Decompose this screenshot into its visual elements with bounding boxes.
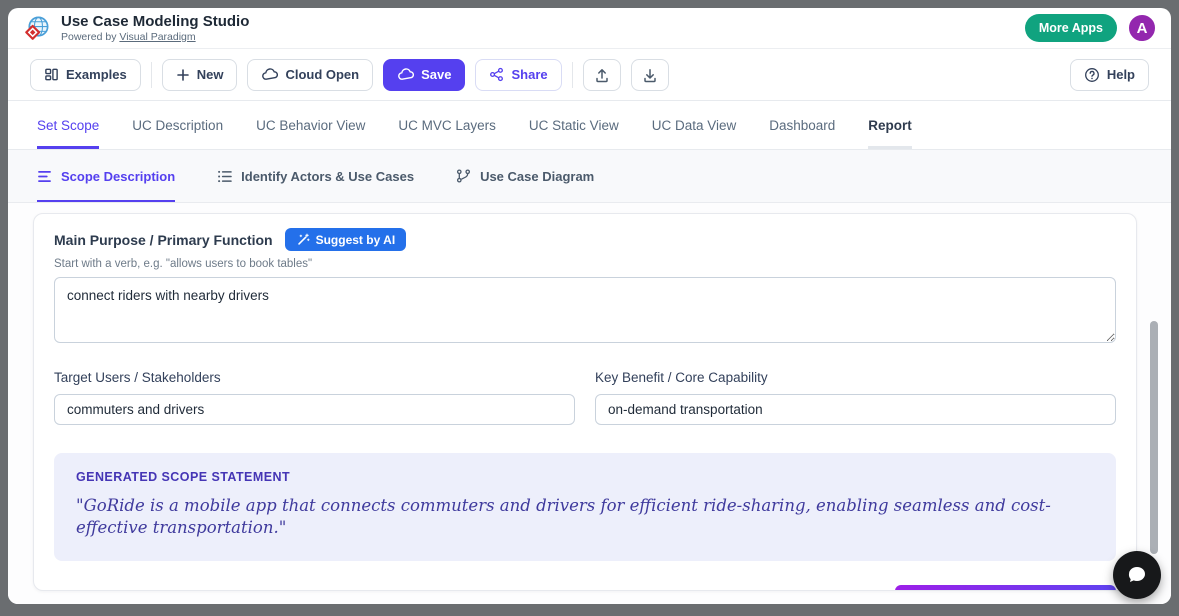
sub-tab-bar: Scope Description Identify Actors & Use … xyxy=(8,150,1171,203)
align-left-icon xyxy=(38,170,51,182)
key-benefit-label: Key Benefit / Core Capability xyxy=(595,370,768,385)
tab-uc-description[interactable]: UC Description xyxy=(132,117,224,133)
visual-paradigm-link[interactable]: Visual Paradigm xyxy=(119,30,196,43)
target-users-label: Target Users / Stakeholders xyxy=(54,370,221,385)
cloud-open-label: Cloud Open xyxy=(285,67,360,82)
avatar[interactable]: A xyxy=(1127,13,1157,43)
cloud-open-button[interactable]: Cloud Open xyxy=(247,58,374,91)
help-icon xyxy=(1084,67,1099,82)
action-row: Generate Scope Statement xyxy=(54,584,1116,590)
subtab-scope-description[interactable]: Scope Description xyxy=(37,150,176,202)
share-button[interactable]: Share xyxy=(475,58,562,91)
target-users-input[interactable] xyxy=(54,394,575,425)
cloud-save-icon xyxy=(398,68,415,80)
visual-paradigm-logo-icon xyxy=(25,16,49,40)
scope-form-card: Main Purpose / Primary Function Suggest … xyxy=(33,213,1137,591)
toolbar-separator xyxy=(150,61,152,88)
main-purpose-textarea[interactable]: connect riders with nearby drivers xyxy=(54,277,1116,343)
magic-wand-icon xyxy=(297,233,310,245)
cloud-icon xyxy=(262,68,279,80)
page-title: Use Case Modeling Studio xyxy=(61,13,250,31)
save-label: Save xyxy=(421,67,452,82)
examples-button[interactable]: Examples xyxy=(30,58,141,91)
main-purpose-label-row: Main Purpose / Primary Function Suggest … xyxy=(54,228,1116,251)
main-purpose-label: Main Purpose / Primary Function xyxy=(54,231,273,248)
title-block: Use Case Modeling Studio Powered by Visu… xyxy=(61,13,249,42)
help-button[interactable]: Help xyxy=(1069,58,1149,91)
new-label: New xyxy=(196,67,224,82)
powered-by-text: Powered by xyxy=(61,30,120,43)
main-purpose-hint: Start with a verb, e.g. "allows users to… xyxy=(54,258,313,270)
generated-scope-statement: "GoRide is a mobile app that connects co… xyxy=(76,496,1051,538)
diagram-icon xyxy=(457,169,471,183)
subtab-identify-actors[interactable]: Identify Actors & Use Cases xyxy=(217,150,414,202)
help-label: Help xyxy=(1106,67,1135,82)
powered-by-line: Powered by Visual Paradigm xyxy=(61,31,249,43)
examples-label: Examples xyxy=(66,67,127,82)
tab-set-scope[interactable]: Set Scope xyxy=(37,101,100,149)
tab-dashboard[interactable]: Dashboard xyxy=(769,117,836,133)
app-window: Use Case Modeling Studio Powered by Visu… xyxy=(8,8,1171,604)
list-icon xyxy=(218,170,232,182)
more-apps-button[interactable]: More Apps xyxy=(1024,14,1117,42)
key-benefit-input[interactable] xyxy=(595,394,1116,425)
upload-icon xyxy=(595,68,608,82)
secondary-fields-row: Target Users / Stakeholders Key Benefit … xyxy=(54,370,1116,425)
share-label: Share xyxy=(511,67,548,82)
tab-uc-static-view[interactable]: UC Static View xyxy=(528,117,619,133)
share-icon xyxy=(490,67,504,82)
key-benefit-field: Key Benefit / Core Capability xyxy=(595,370,1116,425)
import-button[interactable] xyxy=(582,58,621,91)
subtab-label: Scope Description xyxy=(61,168,176,184)
save-button[interactable]: Save xyxy=(383,58,466,91)
tab-uc-behavior-view[interactable]: UC Behavior View xyxy=(256,117,366,133)
plus-icon xyxy=(176,68,189,81)
generated-scope-heading: GENERATED SCOPE STATEMENT xyxy=(76,470,291,484)
download-icon xyxy=(643,68,656,82)
suggest-by-ai-button[interactable]: Suggest by AI xyxy=(284,228,407,251)
tab-report[interactable]: Report xyxy=(868,101,912,149)
toolbar: Examples New Cloud Open Save xyxy=(8,49,1171,101)
header-right: More Apps A xyxy=(1024,13,1157,43)
suggest-by-ai-label: Suggest by AI xyxy=(315,232,396,247)
vertical-scrollbar-thumb[interactable] xyxy=(1150,321,1158,554)
generate-scope-statement-button[interactable]: Generate Scope Statement xyxy=(894,584,1116,590)
tab-uc-mvc-layers[interactable]: UC MVC Layers xyxy=(398,117,496,133)
chat-bubble-icon xyxy=(1128,567,1145,582)
generated-scope-panel: GENERATED SCOPE STATEMENT "GoRide is a m… xyxy=(54,453,1116,561)
subtab-use-case-diagram[interactable]: Use Case Diagram xyxy=(456,150,594,202)
content-area: Main Purpose / Primary Function Suggest … xyxy=(8,203,1171,604)
tab-uc-data-view[interactable]: UC Data View xyxy=(651,117,737,133)
app-header: Use Case Modeling Studio Powered by Visu… xyxy=(8,8,1171,49)
export-button[interactable] xyxy=(630,58,669,91)
target-users-field: Target Users / Stakeholders xyxy=(54,370,575,425)
grid-layout-icon xyxy=(45,68,58,81)
new-button[interactable]: New xyxy=(161,58,238,91)
main-tab-bar: Set Scope UC Description UC Behavior Vie… xyxy=(8,101,1171,150)
subtab-label: Use Case Diagram xyxy=(480,168,595,184)
chat-widget-button[interactable] xyxy=(1113,551,1161,599)
subtab-label: Identify Actors & Use Cases xyxy=(241,168,415,184)
toolbar-separator xyxy=(571,61,573,88)
